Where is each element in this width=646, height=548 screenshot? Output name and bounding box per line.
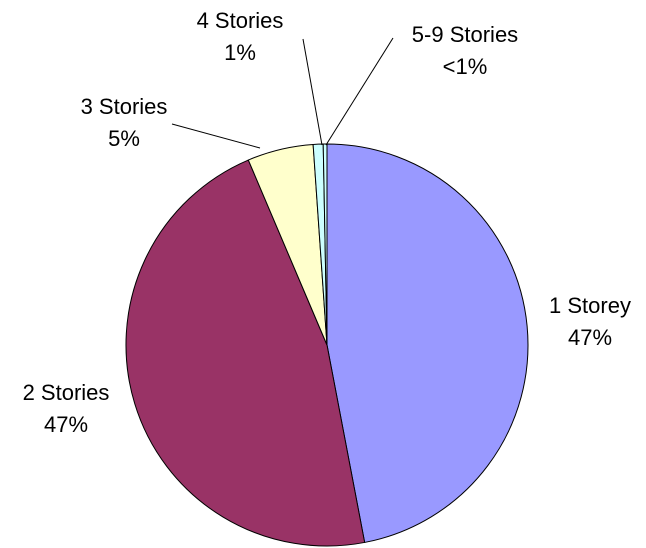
leader-line-5-9-stories <box>325 37 394 146</box>
slice-name-label-1-storey: 1 Storey <box>549 293 631 318</box>
pie-slice-1-storey <box>326 143 529 544</box>
pie-slices <box>125 143 529 547</box>
slice-percent-label-4-stories: 1% <box>224 40 256 65</box>
slice-percent-label-1-storey: 47% <box>568 325 612 350</box>
slice-percent-label-3-stories: 5% <box>108 126 140 151</box>
leader-line-3-stories <box>171 123 261 149</box>
pie-slice-2-stories <box>125 159 366 547</box>
leader-line-4-stories <box>302 38 323 146</box>
slice-name-label-4-stories: 4 Stories <box>197 8 284 33</box>
slice-percent-label-5-9-stories: <1% <box>443 54 488 79</box>
slice-labels: 1 Storey 47% 2 Stories 47% 3 Stories 5% 4 Stor… <box>23 8 631 437</box>
slice-name-label-5-9-stories: 5-9 Stories <box>412 22 518 47</box>
slice-name-label-3-stories: 3 Stories <box>81 94 168 119</box>
slice-percent-label-2-stories: 47% <box>44 412 88 437</box>
leader-lines <box>171 37 394 149</box>
slice-name-label-2-stories: 2 Stories <box>23 380 110 405</box>
